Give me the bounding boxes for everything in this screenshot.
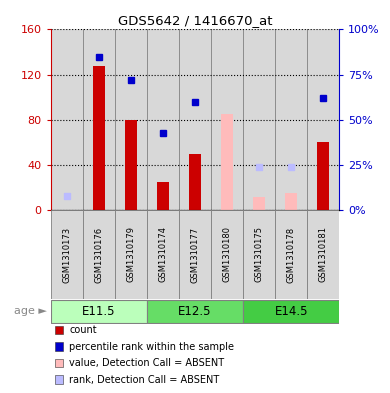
Bar bbox=[51, 300, 147, 323]
Bar bbox=[51, 210, 83, 299]
Text: rank, Detection Call = ABSENT: rank, Detection Call = ABSENT bbox=[69, 375, 219, 385]
Text: GSM1310177: GSM1310177 bbox=[190, 226, 200, 283]
Bar bbox=[147, 29, 179, 210]
Text: GDS5642 / 1416670_at: GDS5642 / 1416670_at bbox=[118, 14, 272, 27]
Bar bbox=[51, 29, 83, 210]
Bar bbox=[83, 210, 115, 299]
Bar bbox=[275, 210, 307, 299]
Text: E11.5: E11.5 bbox=[82, 305, 115, 318]
Text: percentile rank within the sample: percentile rank within the sample bbox=[69, 342, 234, 352]
Bar bbox=[307, 29, 339, 210]
Bar bbox=[115, 210, 147, 299]
Text: GSM1310180: GSM1310180 bbox=[223, 226, 232, 283]
Text: age ►: age ► bbox=[14, 307, 47, 316]
Bar bbox=[179, 29, 211, 210]
Bar bbox=[147, 300, 243, 323]
Bar bbox=[243, 210, 275, 299]
Bar bbox=[317, 142, 330, 210]
Bar bbox=[307, 210, 339, 299]
Bar bbox=[93, 66, 105, 210]
Bar bbox=[179, 210, 211, 299]
Text: E12.5: E12.5 bbox=[178, 305, 212, 318]
Bar bbox=[125, 120, 137, 210]
Bar bbox=[253, 196, 265, 210]
Text: GSM1310176: GSM1310176 bbox=[94, 226, 103, 283]
Bar bbox=[189, 154, 201, 210]
Bar bbox=[115, 29, 147, 210]
Bar bbox=[221, 114, 233, 210]
Bar bbox=[211, 29, 243, 210]
Bar bbox=[83, 29, 115, 210]
Bar bbox=[243, 29, 275, 210]
Text: GSM1310173: GSM1310173 bbox=[62, 226, 71, 283]
Text: E14.5: E14.5 bbox=[275, 305, 308, 318]
Text: GSM1310181: GSM1310181 bbox=[319, 226, 328, 283]
Bar bbox=[211, 210, 243, 299]
Bar bbox=[275, 29, 307, 210]
Bar bbox=[285, 193, 297, 210]
Text: GSM1310174: GSM1310174 bbox=[158, 226, 167, 283]
Text: value, Detection Call = ABSENT: value, Detection Call = ABSENT bbox=[69, 358, 224, 368]
Text: GSM1310179: GSM1310179 bbox=[126, 226, 135, 283]
Text: count: count bbox=[69, 325, 97, 335]
Bar bbox=[157, 182, 169, 210]
Text: GSM1310175: GSM1310175 bbox=[255, 226, 264, 283]
Bar bbox=[243, 300, 339, 323]
Text: GSM1310178: GSM1310178 bbox=[287, 226, 296, 283]
Bar bbox=[147, 210, 179, 299]
